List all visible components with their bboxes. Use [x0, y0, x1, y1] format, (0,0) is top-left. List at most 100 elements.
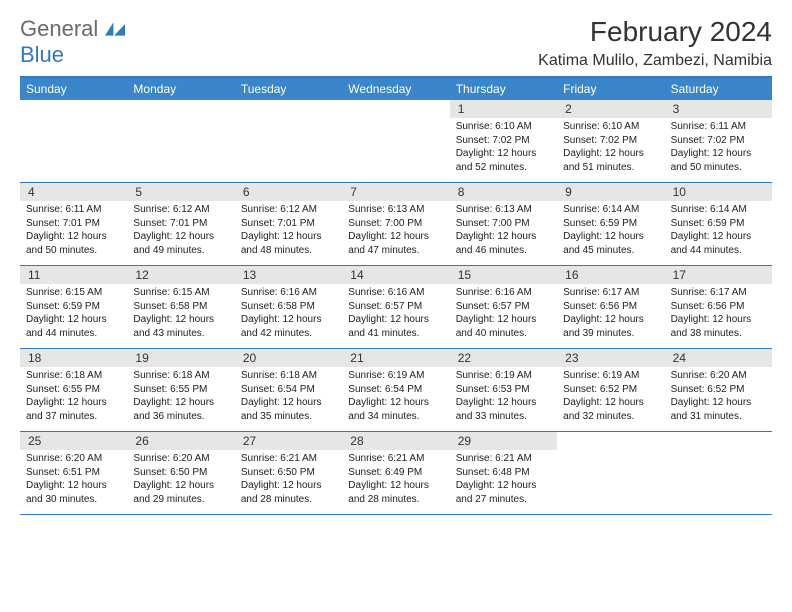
day-cell: 13Sunrise: 6:16 AMSunset: 6:58 PMDayligh… [235, 266, 342, 348]
daylight-line-1: Daylight: 12 hours [241, 230, 336, 244]
daylight-line-2: and 40 minutes. [456, 327, 551, 341]
day-info: Sunrise: 6:18 AMSunset: 6:54 PMDaylight:… [239, 369, 338, 423]
day-info: Sunrise: 6:11 AMSunset: 7:01 PMDaylight:… [24, 203, 123, 257]
logo: General Blue [20, 16, 125, 68]
day-cell: 15 Sunrise: 6:16 AMSunset: 6:57 PMDayligh… [450, 266, 557, 348]
day-info: Sunrise: 6:16 AMSunset: 6:57 PMDaylight:… [454, 286, 553, 340]
daylight-line-1: Daylight: 12 hours [26, 230, 121, 244]
day-cell: 25 Sunrise: 6:20 AMSunset: 6:51 PMDayligh… [20, 432, 127, 514]
day-number: 11 [24, 266, 127, 284]
daylight-line-2: and 33 minutes. [456, 410, 551, 424]
sunrise-line: Sunrise: 6:15 AM [26, 286, 121, 300]
sunset-line: Sunset: 7:02 PM [671, 134, 766, 148]
sunset-line: Sunset: 6:59 PM [26, 300, 121, 314]
daylight-line-1: Daylight: 12 hours [671, 396, 766, 410]
week-row: 18Sunrise: 6:18 AMSunset: 6:55 PMDayligh… [20, 349, 772, 432]
day-cell: 18 Sunrise: 6:18 AMSunset: 6:55 PMDayligh… [20, 349, 127, 431]
day-info: Sunrise: 6:17 AMSunset: 6:56 PMDaylight:… [669, 286, 768, 340]
day-number-bar: 4 [20, 183, 127, 201]
daylight-line-2: and 42 minutes. [241, 327, 336, 341]
day-number: 26 [131, 432, 234, 450]
daylight-line-2: and 37 minutes. [26, 410, 121, 424]
day-info: Sunrise: 6:20 AMSunset: 6:52 PMDaylight:… [669, 369, 768, 423]
sunset-line: Sunset: 6:56 PM [671, 300, 766, 314]
day-number: 1 [454, 100, 557, 118]
dow-saturday: Saturday [665, 78, 772, 100]
day-number: 25 [24, 432, 127, 450]
day-cell: 27Sunrise: 6:21 AMSunset: 6:50 PMDayligh… [235, 432, 342, 514]
week-row: 4 Sunrise: 6:11 AMSunset: 7:01 PMDaylight… [20, 183, 772, 266]
sunset-line: Sunset: 6:50 PM [241, 466, 336, 480]
daylight-line-1: Daylight: 12 hours [671, 147, 766, 161]
daylight-line-1: Daylight: 12 hours [348, 230, 443, 244]
daylight-line-1: Daylight: 12 hours [133, 313, 228, 327]
sunrise-line: Sunrise: 6:19 AM [563, 369, 658, 383]
daylight-line-1: Daylight: 12 hours [456, 479, 551, 493]
day-info: Sunrise: 6:12 AMSunset: 7:01 PMDaylight:… [239, 203, 338, 257]
logo-part2: Blue [20, 42, 64, 67]
sunrise-line: Sunrise: 6:13 AM [456, 203, 551, 217]
empty-cell [235, 100, 342, 182]
day-info: Sunrise: 6:21 AMSunset: 6:49 PMDaylight:… [346, 452, 445, 506]
daylight-line-2: and 52 minutes. [456, 161, 551, 175]
day-info: Sunrise: 6:13 AMSunset: 7:00 PMDaylight:… [346, 203, 445, 257]
day-number-bar: 12 [127, 266, 234, 284]
day-number-bar: 16 [557, 266, 664, 284]
day-info: Sunrise: 6:20 AMSunset: 6:51 PMDaylight:… [24, 452, 123, 506]
sunset-line: Sunset: 6:54 PM [241, 383, 336, 397]
day-info: Sunrise: 6:18 AMSunset: 6:55 PMDaylight:… [24, 369, 123, 423]
day-cell: 14Sunrise: 6:16 AMSunset: 6:57 PMDayligh… [342, 266, 449, 348]
day-info: Sunrise: 6:15 AMSunset: 6:58 PMDaylight:… [131, 286, 230, 340]
day-info: Sunrise: 6:11 AMSunset: 7:02 PMDaylight:… [669, 120, 768, 174]
day-number-bar: 29 [450, 432, 557, 450]
sunrise-line: Sunrise: 6:19 AM [348, 369, 443, 383]
sunset-line: Sunset: 6:59 PM [671, 217, 766, 231]
day-number-bar: 23 [557, 349, 664, 367]
day-cell: 29Sunrise: 6:21 AMSunset: 6:48 PMDayligh… [450, 432, 557, 514]
daylight-line-2: and 27 minutes. [456, 493, 551, 507]
day-number-bar: 27 [235, 432, 342, 450]
sunset-line: Sunset: 6:59 PM [563, 217, 658, 231]
sunset-line: Sunset: 7:02 PM [456, 134, 551, 148]
day-number-bar: 15 [450, 266, 557, 284]
day-cell: 7Sunrise: 6:13 AMSunset: 7:00 PMDaylight… [342, 183, 449, 265]
daylight-line-1: Daylight: 12 hours [671, 313, 766, 327]
day-info: Sunrise: 6:20 AMSunset: 6:50 PMDaylight:… [131, 452, 230, 506]
sunset-line: Sunset: 6:57 PM [348, 300, 443, 314]
day-cell: 4 Sunrise: 6:11 AMSunset: 7:01 PMDaylight… [20, 183, 127, 265]
sunrise-line: Sunrise: 6:13 AM [348, 203, 443, 217]
daylight-line-1: Daylight: 12 hours [456, 230, 551, 244]
sunrise-line: Sunrise: 6:14 AM [671, 203, 766, 217]
daylight-line-1: Daylight: 12 hours [671, 230, 766, 244]
day-number-bar: 18 [20, 349, 127, 367]
day-number-bar: 26 [127, 432, 234, 450]
sunset-line: Sunset: 6:57 PM [456, 300, 551, 314]
daylight-line-2: and 29 minutes. [133, 493, 228, 507]
day-number-bar: 21 [342, 349, 449, 367]
dow-monday: Monday [127, 78, 234, 100]
sunset-line: Sunset: 6:55 PM [133, 383, 228, 397]
daylight-line-1: Daylight: 12 hours [133, 396, 228, 410]
daylight-line-1: Daylight: 12 hours [241, 479, 336, 493]
day-number: 20 [239, 349, 342, 367]
daylight-line-2: and 30 minutes. [26, 493, 121, 507]
day-cell: 16Sunrise: 6:17 AMSunset: 6:56 PMDayligh… [557, 266, 664, 348]
day-number: 12 [131, 266, 234, 284]
sunset-line: Sunset: 6:53 PM [456, 383, 551, 397]
day-info: Sunrise: 6:16 AMSunset: 6:58 PMDaylight:… [239, 286, 338, 340]
sunrise-line: Sunrise: 6:11 AM [26, 203, 121, 217]
day-number: 3 [669, 100, 772, 118]
dow-thursday: Thursday [450, 78, 557, 100]
sunrise-line: Sunrise: 6:19 AM [456, 369, 551, 383]
day-number: 24 [669, 349, 772, 367]
sunrise-line: Sunrise: 6:10 AM [456, 120, 551, 134]
sunrise-line: Sunrise: 6:16 AM [348, 286, 443, 300]
day-cell: 28Sunrise: 6:21 AMSunset: 6:49 PMDayligh… [342, 432, 449, 514]
day-number: 16 [561, 266, 664, 284]
sunrise-line: Sunrise: 6:21 AM [456, 452, 551, 466]
day-number: 8 [454, 183, 557, 201]
location: Katima Mulilo, Zambezi, Namibia [538, 52, 772, 70]
sunrise-line: Sunrise: 6:18 AM [133, 369, 228, 383]
sunset-line: Sunset: 7:02 PM [563, 134, 658, 148]
daylight-line-2: and 47 minutes. [348, 244, 443, 258]
